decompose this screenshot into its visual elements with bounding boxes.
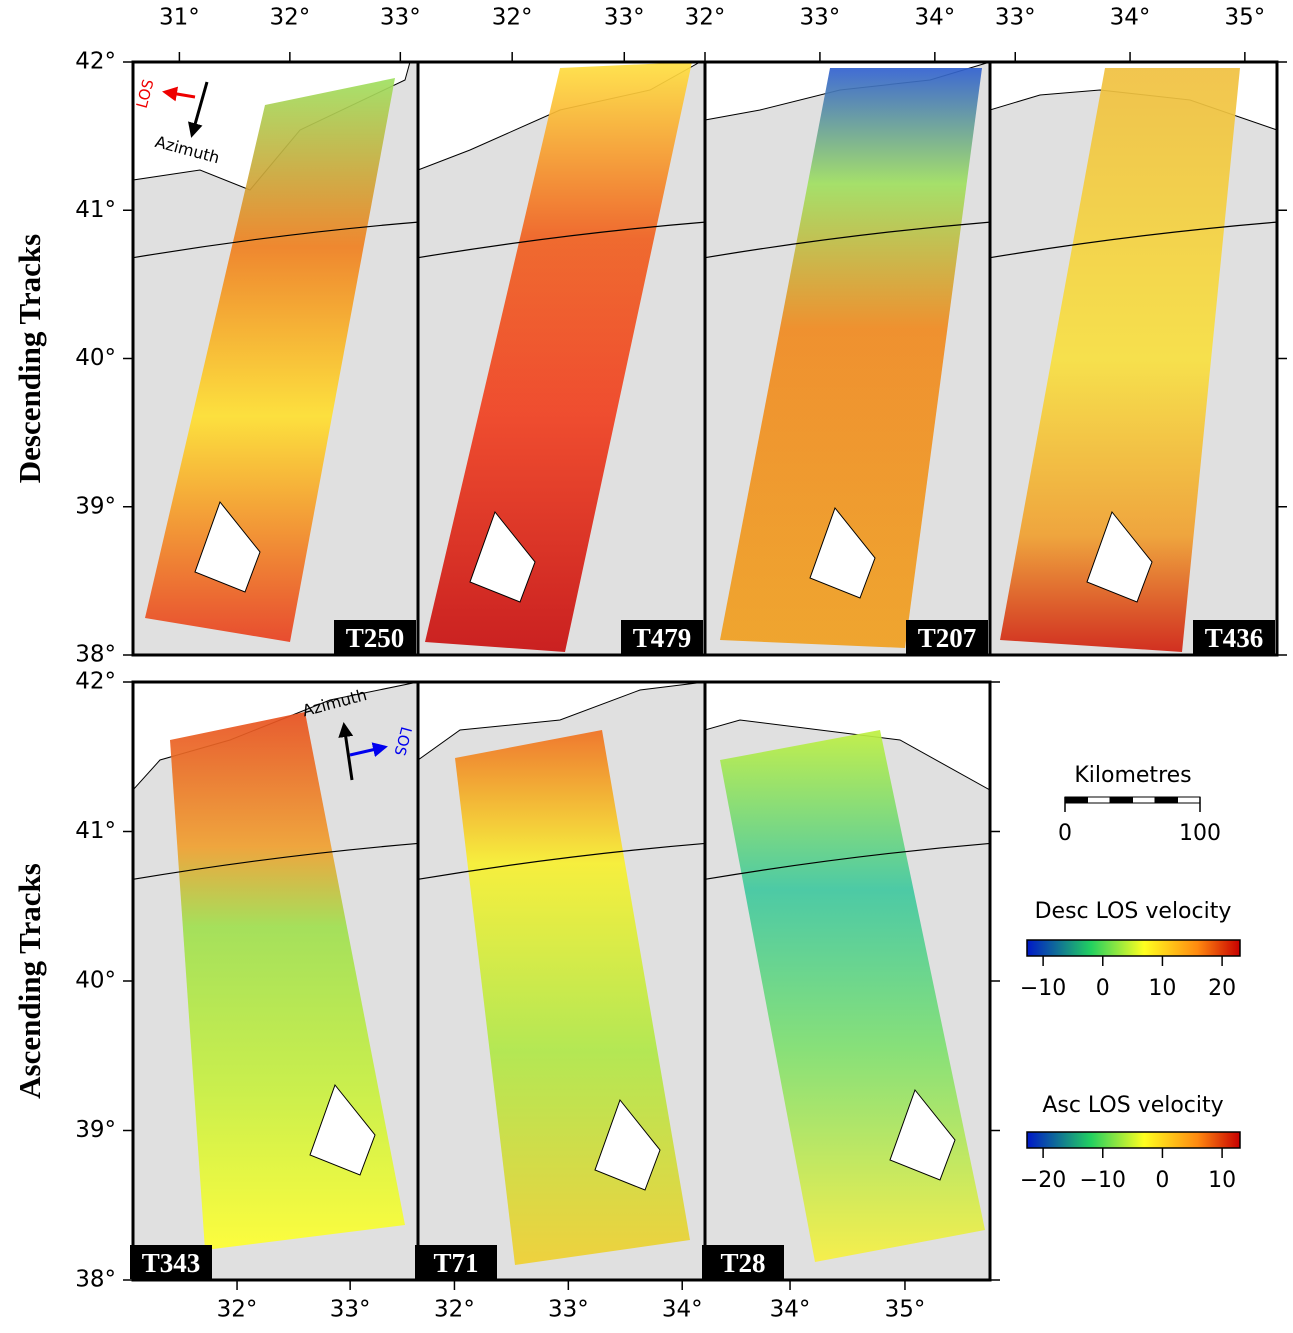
fault <box>417 221 706 259</box>
colorbar-tick-label: 10 <box>1208 1168 1236 1193</box>
lon-tick-label: 34° <box>1110 5 1151 31</box>
track-label: T71 <box>433 1248 478 1278</box>
track-label-box <box>702 1245 784 1279</box>
lon-tick-label: 33° <box>330 1297 371 1323</box>
row-label: Ascending Tracks <box>12 863 47 1099</box>
los-arrow <box>162 86 196 102</box>
track-label: T436 <box>1205 623 1264 653</box>
swath <box>1000 68 1240 652</box>
lon-tick-label: 34° <box>662 1297 703 1323</box>
track-label: T28 <box>720 1248 765 1278</box>
row-label: Descending Tracks <box>12 234 47 483</box>
lon-tick-label: 31° <box>159 5 200 31</box>
lat-tick-label: 39° <box>75 1117 116 1143</box>
fault <box>704 221 991 259</box>
lon-tick-label: 33° <box>995 5 1036 31</box>
scale-title: Kilometres <box>1074 763 1191 788</box>
scale-segment <box>1064 796 1088 804</box>
scale-tick-label: 100 <box>1179 821 1221 846</box>
colorbar-tick-label: −10 <box>1020 976 1066 1001</box>
lon-tick-label: 33° <box>380 5 421 31</box>
lon-tick-label: 33° <box>604 5 645 31</box>
track-label-box <box>415 1245 497 1279</box>
track-label: T207 <box>918 623 977 653</box>
track-label: T250 <box>346 623 405 653</box>
lake <box>1086 510 1153 603</box>
scale-segment <box>1177 796 1201 804</box>
colorbar-title: Asc LOS velocity <box>1042 1093 1223 1118</box>
lake <box>469 510 536 603</box>
lon-tick-label: 32° <box>492 5 533 31</box>
scale-segment <box>1154 796 1178 804</box>
colorbar-tick-label: −10 <box>1080 1168 1126 1193</box>
lat-tick-label: 42° <box>75 669 116 695</box>
los-arrow <box>349 742 388 757</box>
lon-tick-label: 33° <box>800 5 841 31</box>
lake <box>889 1088 956 1181</box>
scale-segment <box>1132 796 1156 804</box>
lat-tick-label: 41° <box>75 818 116 844</box>
track-label-box <box>334 620 416 654</box>
azimuth-arrow <box>338 722 354 781</box>
lon-tick-label: 32° <box>269 5 310 31</box>
lon-tick-label: 35° <box>1224 5 1265 31</box>
track-label: T343 <box>142 1248 201 1278</box>
scale-segment <box>1109 796 1133 804</box>
lat-tick-label: 39° <box>75 493 116 519</box>
colorbar-tick-label: 0 <box>1155 1168 1169 1193</box>
lon-tick-label: 34° <box>770 1297 811 1323</box>
track-label-box <box>906 620 988 654</box>
fault <box>704 842 991 880</box>
lat-tick-label: 40° <box>75 968 116 994</box>
scale-segment <box>1087 796 1111 804</box>
track-label-box <box>621 620 703 654</box>
lon-tick-label: 33° <box>548 1297 589 1323</box>
lake <box>309 1083 376 1176</box>
lon-tick-label: 35° <box>885 1297 926 1323</box>
fault <box>417 842 706 880</box>
scale-tick-label: 0 <box>1058 821 1072 846</box>
lon-tick-label: 32° <box>217 1297 258 1323</box>
lake <box>194 500 261 593</box>
lat-tick-label: 38° <box>75 642 116 668</box>
fault <box>989 221 1278 259</box>
swath <box>720 68 982 648</box>
lon-tick-label: 32° <box>434 1297 475 1323</box>
lake <box>594 1098 661 1191</box>
fault <box>132 221 419 259</box>
track-label-box <box>130 1245 212 1279</box>
lon-tick-label: 34° <box>914 5 955 31</box>
lon-tick-label: 32° <box>685 5 726 31</box>
colorbar <box>1026 939 1241 957</box>
colorbar-title: Desc LOS velocity <box>1035 899 1232 924</box>
lat-tick-label: 38° <box>75 1267 116 1293</box>
track-label: T479 <box>633 623 692 653</box>
lake <box>809 506 876 599</box>
colorbar-tick-label: −20 <box>1020 1168 1066 1193</box>
swath <box>145 78 395 642</box>
lat-tick-label: 42° <box>75 49 116 75</box>
azimuth-arrow <box>188 81 209 138</box>
colorbar-tick-label: 10 <box>1148 976 1176 1001</box>
fault <box>132 842 419 880</box>
track-label-box <box>1193 620 1275 654</box>
colorbar <box>1026 1131 1241 1149</box>
colorbar-tick-label: 0 <box>1096 976 1110 1001</box>
colorbar-tick-label: 20 <box>1208 976 1236 1001</box>
swath <box>425 62 692 652</box>
lat-tick-label: 41° <box>75 197 116 223</box>
lat-tick-label: 40° <box>75 345 116 371</box>
